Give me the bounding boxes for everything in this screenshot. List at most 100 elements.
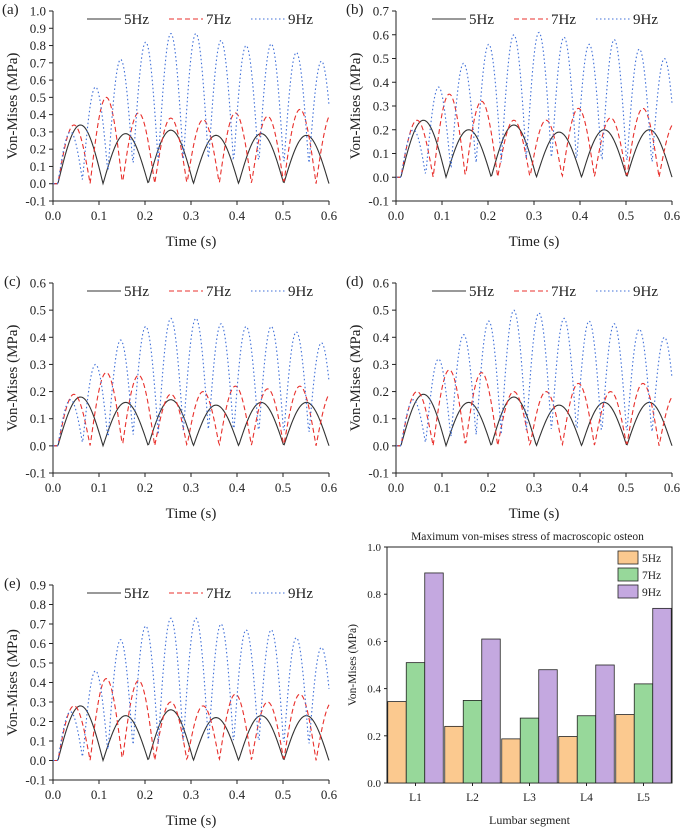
y-tick-label: 0.7 [30, 617, 47, 632]
y-tick-label: 0.3 [30, 357, 46, 372]
y-tick-label: 0.2 [367, 731, 381, 743]
legend-swatch [617, 584, 639, 599]
y-tick-label: 0.3 [373, 357, 389, 372]
y-axis-title: Von-Mises (MPa) [348, 325, 364, 432]
x-tick-label: 0.2 [480, 208, 496, 223]
y-tick-label: 0.1 [30, 734, 46, 749]
y-tick-label: -0.1 [25, 773, 46, 788]
y-tick-label: 0.6 [373, 27, 390, 42]
bar-L4-5Hz [558, 736, 578, 784]
x-tick-label: 0.1 [434, 480, 450, 495]
y-tick-label: -0.1 [25, 194, 46, 209]
y-axis-title: Von-Mises (MPa) [5, 325, 21, 432]
y-tick-label: 0.6 [367, 636, 381, 648]
y-axis-title: Von-Mises (MPa) [347, 624, 359, 706]
bar-L5-7Hz [633, 683, 654, 784]
x-axis-title: Time (s) [166, 234, 217, 250]
series-line-7Hz [396, 369, 673, 447]
panel-label: (d) [346, 274, 364, 290]
bar-L2-7Hz [462, 700, 483, 784]
legend-entry: 5Hz [124, 12, 149, 28]
bar-L3-9Hz [538, 669, 558, 784]
legend-entry: 5Hz [469, 284, 494, 300]
legend-entry: 7Hz [551, 284, 576, 300]
legend-entry: 7Hz [642, 570, 661, 582]
y-tick-label: 0.5 [30, 303, 46, 318]
legend-entry: 9Hz [633, 12, 658, 28]
x-tick-label: 0.6 [664, 208, 681, 223]
y-axis-title: Von-Mises (MPa) [348, 53, 364, 160]
legend-entry: 9Hz [288, 12, 313, 28]
y-tick-label: 0.8 [367, 589, 381, 601]
y-tick-label: 0.4 [367, 684, 381, 696]
legend-entry: 9Hz [288, 284, 313, 300]
y-tick-label: 0.5 [373, 51, 389, 66]
bar-chart-panel: Maximum von-mises stress of macroscopic … [347, 531, 673, 827]
x-tick-label: 0.4 [572, 208, 589, 223]
legend-entry: 9Hz [633, 284, 658, 300]
y-tick-label: 1.0 [367, 542, 381, 554]
bar-L1-5Hz [387, 701, 407, 784]
series-line-5Hz [53, 124, 330, 186]
legend-entry: 7Hz [206, 284, 231, 300]
y-tick-label: 0.1 [30, 159, 46, 174]
x-tick-label: L4 [580, 792, 593, 804]
y-tick-label: 0.9 [30, 578, 46, 593]
y-tick-label: 0.8 [30, 38, 46, 53]
x-tick-label: 0.1 [91, 208, 107, 223]
line-chart-panel-2: -0.10.00.10.20.30.40.50.60.0 0.1 0.2 0.3 0.4… [4, 274, 338, 522]
bar-L2-5Hz [444, 725, 464, 784]
bar-L3-7Hz [519, 717, 540, 784]
y-axis-title: Von-Mises (MPa) [5, 629, 21, 736]
y-tick-label: 0.6 [30, 73, 47, 88]
legend-entry: 9Hz [288, 586, 313, 602]
y-tick-label: 0.1 [30, 411, 46, 426]
panel-label: (c) [4, 274, 21, 290]
y-tick-label: 0.0 [373, 438, 389, 453]
x-tick-label: 0.0 [45, 208, 61, 223]
y-tick-label: 0.8 [30, 597, 46, 612]
x-tick-label: 0.4 [229, 787, 246, 802]
legend-entry: 9Hz [642, 587, 661, 599]
bar-L1-7Hz [405, 662, 426, 784]
x-axis-title: Time (s) [166, 813, 217, 829]
x-tick-label: 0.6 [321, 480, 338, 495]
bar-L5-5Hz [615, 714, 635, 784]
y-tick-label: 0.0 [30, 753, 46, 768]
y-tick-label: 0.5 [30, 90, 46, 105]
y-tick-label: 0.0 [30, 438, 46, 453]
y-tick-label: 1.0 [30, 4, 46, 19]
bar-L4-7Hz [576, 715, 597, 784]
y-tick-label: 0.4 [30, 107, 47, 122]
x-tick-label: 0.6 [321, 208, 338, 223]
y-tick-label: 0.7 [373, 4, 390, 19]
x-tick-label: 0.3 [526, 208, 542, 223]
y-tick-label: 0.6 [30, 276, 47, 291]
y-tick-label: 0.1 [373, 411, 389, 426]
y-tick-label: 0.4 [373, 330, 390, 345]
x-axis-title: Time (s) [509, 506, 560, 522]
y-axis-title: Von-Mises (MPa) [5, 53, 21, 160]
y-tick-label: 0.3 [30, 695, 46, 710]
x-tick-label: 0.5 [275, 480, 291, 495]
y-tick-label: 0.1 [373, 146, 389, 161]
x-tick-label: 0.1 [434, 208, 450, 223]
line-chart-panel-3: -0.10.00.10.20.30.40.50.60.0 0.1 0.2 0.3 0.4… [346, 274, 681, 522]
series-line-9Hz [396, 309, 673, 447]
y-tick-label: 0.3 [373, 99, 389, 114]
x-tick-label: 0.3 [183, 480, 199, 495]
x-tick-label: 0.4 [229, 208, 246, 223]
y-tick-label: -0.1 [368, 466, 389, 481]
legend-swatch [617, 567, 639, 582]
y-tick-label: 0.9 [30, 21, 46, 36]
series-line-9Hz [53, 32, 330, 185]
legend-entry: 7Hz [206, 586, 231, 602]
x-axis-title: Time (s) [166, 506, 217, 522]
legend-entry: 7Hz [551, 12, 576, 28]
bar-L2-9Hz [481, 638, 501, 784]
x-axis-title: Time (s) [509, 234, 560, 250]
y-tick-label: 0.0 [373, 170, 389, 185]
x-tick-label: L3 [523, 792, 536, 804]
y-tick-label: 0.7 [30, 55, 47, 70]
